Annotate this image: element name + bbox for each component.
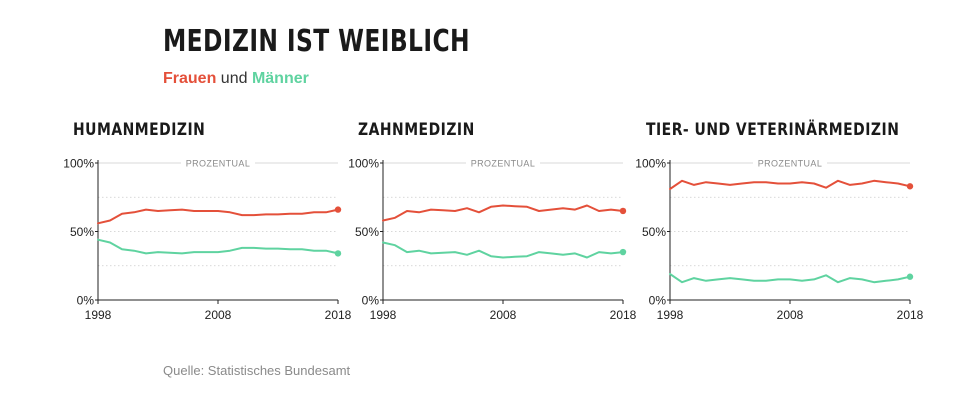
axis-caption: PROZENTUAL [758,159,823,169]
y-tick-label: 0% [77,294,95,308]
x-tick-label: 1998 [85,308,112,322]
x-tick-label: 2018 [897,308,924,322]
y-tick-label: 50% [70,225,94,239]
series-end-dot-frauen [619,207,627,215]
panel-title-zahnmedizin: ZAHNMEDIZIN [358,120,475,140]
chart-tiermedizin: PROZENTUAL 100% 50% 0%1998 2008 2018 [635,156,924,322]
source-note: Quelle: Statistisches Bundesamt [163,363,351,378]
chart-humanmedizin: PROZENTUAL 100% 50% 0%1998 2008 2018 [63,156,352,322]
x-tick-label: 2008 [777,308,804,322]
page-title: MEDIZIN IST WEIBLICH [163,24,470,59]
y-tick-label: 100% [348,157,379,171]
caption-background [753,156,827,170]
y-tick-label: 100% [63,157,94,171]
panel-title-tiermedizin: TIER- UND VETERINÄRMEDIZIN [646,120,900,140]
series-line-frauen [669,179,911,190]
x-tick-label: 1998 [370,308,397,322]
series-end-dot-maenner [619,248,627,256]
legend-subtitle: Frauen und Männer [163,70,309,88]
series-end-dot-maenner [906,273,914,280]
y-tick-label: 0% [362,294,380,308]
panel-title-humanmedizin: HUMANMEDIZIN [73,120,206,140]
series-line-maenner [669,273,911,284]
y-tick-label: 100% [635,157,666,171]
x-tick-label: 2018 [610,308,637,322]
x-tick-label: 2008 [205,308,232,322]
series-end-dot-frauen [906,183,914,190]
series-line-maenner [97,238,339,255]
y-tick-label: 0% [649,294,667,308]
chart-zahnmedizin: PROZENTUAL 100% 50% 0%1998 2008 2018 [348,156,637,322]
series-end-dot-maenner [334,250,342,257]
y-tick-label: 50% [355,225,379,239]
legend-und: und [220,70,248,87]
x-tick-label: 1998 [657,308,684,322]
series-line-maenner [382,241,624,259]
axis-caption: PROZENTUAL [471,159,536,169]
axis-caption: PROZENTUAL [186,159,251,169]
caption-background [181,156,255,170]
series-line-frauen [97,208,339,225]
y-tick-label: 50% [642,225,666,239]
series-end-dot-frauen [334,206,342,213]
legend-frauen: Frauen [163,70,217,87]
caption-background [466,156,540,170]
x-tick-label: 2008 [490,308,517,322]
series-line-frauen [382,204,624,222]
x-tick-label: 2018 [325,308,352,322]
legend-maenner: Männer [251,70,309,87]
